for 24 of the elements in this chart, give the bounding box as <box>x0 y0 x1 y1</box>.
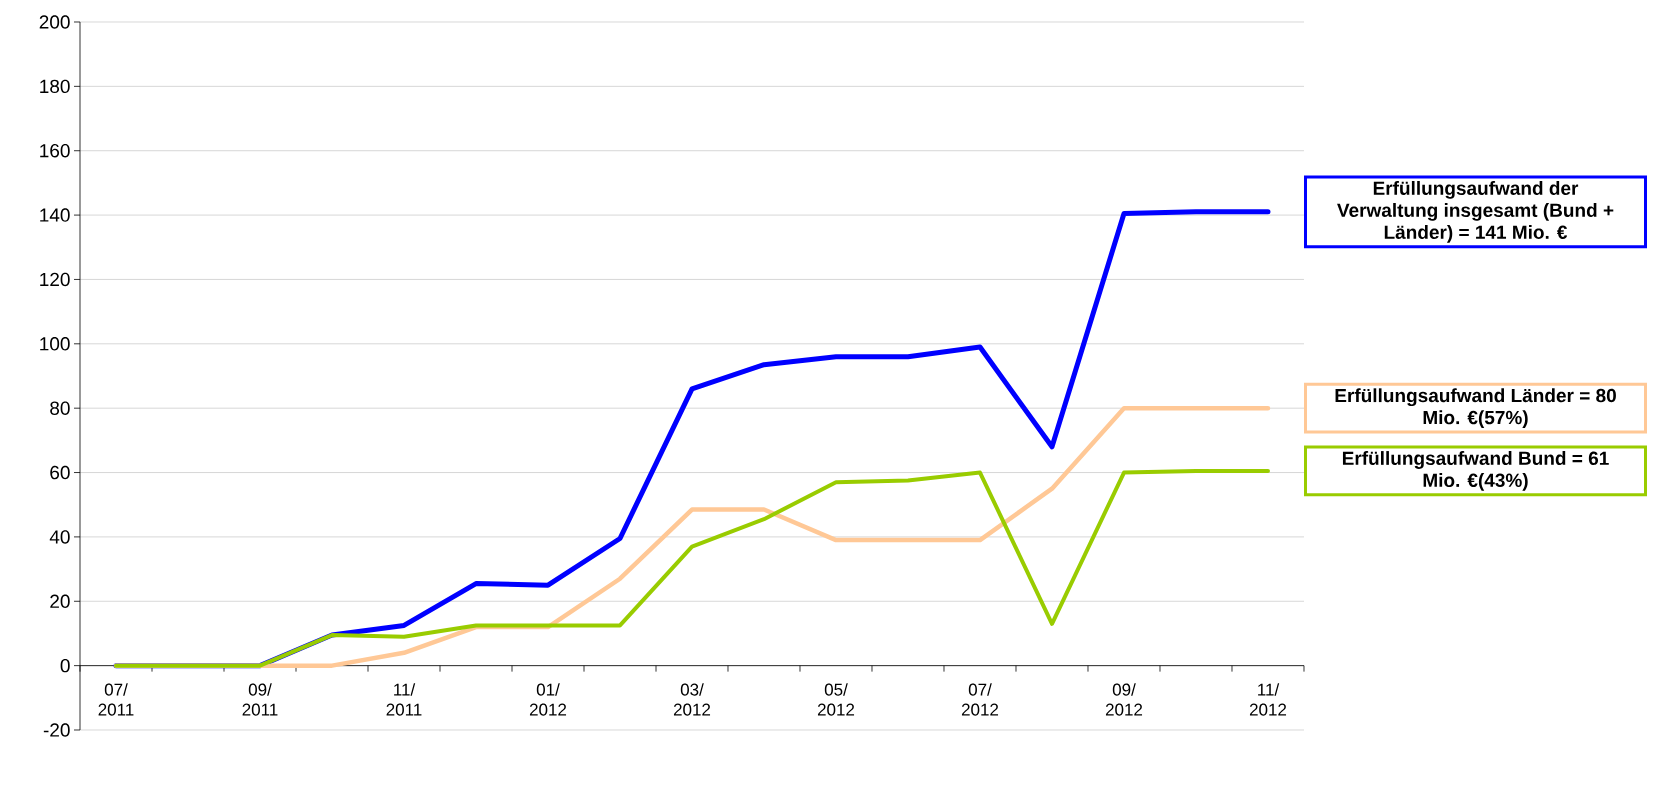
y-tick-label: 140 <box>40 208 70 222</box>
y-tick-label: 60 <box>50 465 70 480</box>
y-tick-label: 180 <box>40 79 70 94</box>
y-tick-label: 160 <box>40 143 70 158</box>
x-tick-label: 09/ 2012 <box>1105 683 1143 716</box>
x-tick-label: 11/ 2012 <box>1249 683 1287 716</box>
x-tick-label: 11/ 2011 <box>386 683 422 716</box>
y-tick-label: -20 <box>43 723 70 737</box>
y-tick-label: 40 <box>49 530 70 544</box>
y-tick-label: 20 <box>50 594 70 608</box>
text: Erfüllungsaufwand Bund = 61 Mio. €(43%) <box>1342 451 1609 491</box>
x-tick-label: 01/ 2012 <box>529 683 567 716</box>
x-tick-label: 07/ 2011 <box>98 683 134 716</box>
x-tick-label: 07/ 2012 <box>961 683 999 716</box>
y-tick-label: 100 <box>40 337 70 351</box>
x-tick-label: 03/ 2012 <box>673 683 711 716</box>
x-tick-label: 09/ 2011 <box>242 683 278 716</box>
text: Erfüllungsaufwand Länder = 80 Mio. €(57%) <box>1335 388 1616 429</box>
y-tick-label: 0 <box>60 658 70 673</box>
text: Erfüllungsaufwand der Verwaltung insgesamt (Bund + Länder) = 141 Mio. € <box>1337 181 1614 243</box>
y-tick-label: 200 <box>39 15 70 29</box>
x-tick-label: 05/ 2012 <box>817 683 855 716</box>
y-tick-label: 120 <box>40 272 70 287</box>
y-tick-label: 80 <box>50 401 70 415</box>
